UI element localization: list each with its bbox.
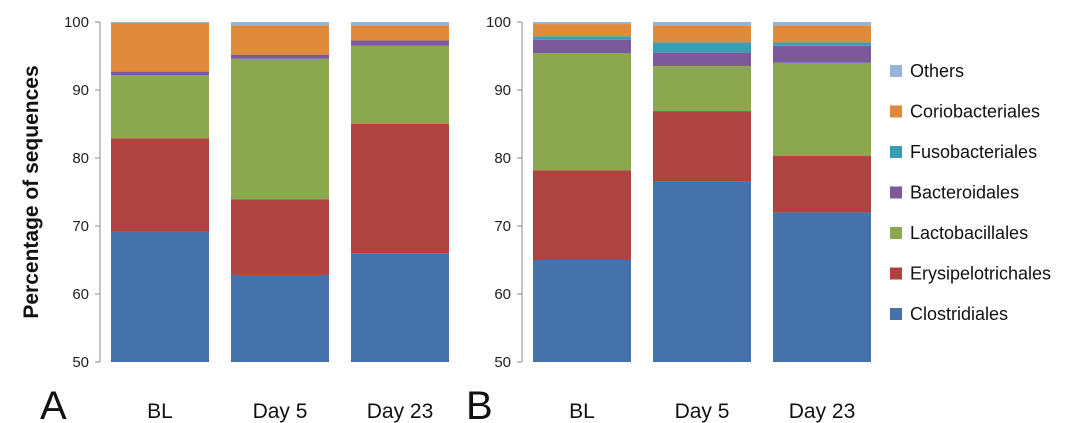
panel-a-y-tick-label: 90	[72, 82, 89, 99]
legend-label-bacteroidales: Bacteroidales	[910, 183, 1019, 203]
panel-b-bar-bl-fusobacteriales	[533, 36, 631, 40]
panel-b-bar-bl-clostridiales	[533, 260, 631, 362]
panel-b-bar-day-5-clostridiales	[653, 181, 751, 362]
legend-swatch-bacteroidales	[890, 186, 902, 199]
panel-b-bar-day-23-erysipelotrichales	[773, 155, 871, 213]
legend-swatch-erysipelotrichales	[890, 267, 902, 280]
panel-a-x-category-label: BL	[147, 400, 173, 423]
panel-a-x-category-label: Day 5	[253, 400, 308, 423]
panel-b-y-tick-label: 50	[494, 354, 511, 371]
panel-b-y-tick-label: 100	[486, 14, 511, 31]
panel-a-y-tick-label: 70	[72, 218, 89, 235]
panel-b-bar-day-5-others	[653, 22, 751, 26]
panel-b-y-tick-label: 80	[494, 150, 511, 167]
panel-b-bar-bl-bacteroidales	[533, 39, 631, 54]
legend-label-others: Others	[910, 61, 964, 81]
panel-a-bar-day-23-others	[351, 22, 449, 26]
panel-a-bar-bl-others	[111, 22, 209, 23]
panel-a-label: A	[40, 384, 67, 423]
legend-label-clostridiales: Clostridiales	[910, 304, 1008, 324]
panel-b-y-tick-label: 70	[494, 218, 511, 235]
panel-b-bar-day-5-coriobacteriales	[653, 25, 751, 43]
panel-a-y-tick-label: 80	[72, 150, 89, 167]
panel-a-bar-bl-erysipelotrichales	[111, 138, 209, 232]
panel-a-y-tick-label: 50	[72, 354, 89, 371]
legend-swatch-clostridiales	[890, 308, 902, 320]
panel-b-bar-day-23-fusobacteriales	[773, 42, 871, 46]
panel-b-bar-day-5-bacteroidales	[653, 52, 751, 67]
panel-b-bar-day-23-lactobacillales	[773, 62, 871, 156]
panel-a-bar-bl-coriobacteriales	[111, 22, 209, 72]
legend-swatch-others	[890, 65, 902, 77]
panel-a-bar-day-5-bacteroidales	[231, 54, 329, 59]
legend-swatch-fusobacteriales	[890, 146, 902, 158]
panel-b-x-category-label: BL	[569, 400, 595, 423]
panel-a-bar-day-5-coriobacteriales	[231, 25, 329, 55]
panel-a-bar-day-23-lactobacillales	[351, 45, 449, 124]
panel-b-label: B	[466, 384, 493, 423]
panel-b-bar-bl-lactobacillales	[533, 53, 631, 171]
panel-a-x-category-label: Day 23	[367, 400, 434, 423]
y-axis-label: Percentage of sequences	[20, 65, 43, 318]
legend-label-coriobacteriales: Coriobacteriales	[910, 102, 1040, 122]
legend-label-erysipelotrichales: Erysipelotrichales	[910, 264, 1051, 284]
panel-a-bar-bl-lactobacillales	[111, 75, 209, 139]
panel-b-bar-day-23-clostridiales	[773, 212, 871, 362]
legend-swatch-coriobacteriales	[890, 105, 902, 118]
panel-b-bar-day-5-fusobacteriales	[653, 42, 751, 53]
panel-b-bar-day-5-lactobacillales	[653, 66, 751, 112]
panel-a-bar-day-5-erysipelotrichales	[231, 199, 329, 275]
panel-a-bar-day-5-others	[231, 22, 329, 26]
panel-a-bar-day-5-clostridiales	[231, 274, 329, 362]
legend-label-lactobacillales: Lactobacillales	[910, 223, 1028, 243]
legend-swatch-lactobacillales	[890, 227, 902, 239]
panel-b-bar-bl-coriobacteriales	[533, 24, 631, 37]
panel-a-y-tick-label: 100	[64, 14, 89, 31]
chart-legend: Others Coriobacteriales Fusobacteriales Bac…	[890, 61, 1051, 324]
panel-b-x-category-label: Day 23	[789, 400, 856, 423]
panel-a-chart: 50 60 70 80 90 100 BL Day 5 Day 23 A	[40, 14, 449, 423]
panel-b-y-tick-label: 60	[494, 286, 511, 303]
panel-a-y-tick-label: 60	[72, 286, 89, 303]
panel-a-bar-day-5-lactobacillales	[231, 58, 329, 200]
panel-b-bar-day-5-erysipelotrichales	[653, 111, 751, 182]
panel-a-bar-bl-bacteroidales	[111, 71, 209, 76]
panel-a-bar-day-23-clostridiales	[351, 253, 449, 362]
panel-b-chart: 50 60 70 80 90 100 BL Day 5 Day 23 B	[466, 14, 871, 423]
panel-b-bar-day-23-coriobacteriales	[773, 25, 871, 43]
panel-a-bar-day-23-bacteroidales	[351, 40, 449, 46]
panel-b-bar-day-23-others	[773, 22, 871, 26]
legend-label-fusobacteriales: Fusobacteriales	[910, 142, 1037, 162]
panel-a-bar-day-23-erysipelotrichales	[351, 124, 449, 254]
panel-b-y-tick-label: 90	[494, 82, 511, 99]
panel-a-bar-day-23-coriobacteriales	[351, 25, 449, 41]
panel-b-bar-day-23-bacteroidales	[773, 45, 871, 63]
panel-a-bar-bl-clostridiales	[111, 231, 209, 362]
panel-b-bar-bl-others	[533, 22, 631, 25]
panel-b-x-category-label: Day 5	[675, 400, 730, 423]
panel-b-bar-bl-erysipelotrichales	[533, 170, 631, 260]
